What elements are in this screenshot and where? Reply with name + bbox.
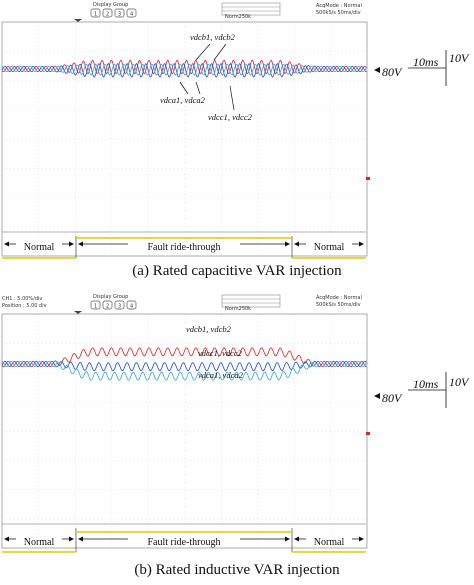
trigger-marker: [74, 19, 82, 22]
voltage-scale-label: 10V: [449, 375, 470, 389]
channel-button-1[interactable]: 1: [94, 12, 97, 18]
ch-scale-label: CH1 : 5.00%/div: [2, 296, 42, 302]
scale-indicator-a: 10ms 10V 80V: [374, 50, 470, 86]
trace-a-3: [1, 63, 367, 76]
display-group-label: Display Group: [93, 2, 128, 8]
sample-rate-label: 500kS/s 50ms/div: [316, 10, 361, 16]
segment-fault-ride-through: Fault ride-through: [147, 242, 220, 253]
time-scale-label: 10ms: [413, 377, 439, 391]
ch-position-label: Position : 5.00 div: [2, 303, 47, 309]
trigger-box: [221, 2, 281, 16]
segment-fault-ride-through: Fault ride-through: [147, 537, 220, 548]
trace-b-3: [1, 360, 367, 381]
scope-grid-a: [2, 22, 367, 255]
level-label: 80V: [382, 65, 403, 79]
scope-frame-b: [1, 313, 368, 549]
acq-mode-label: AcqMode : Normal: [316, 295, 362, 301]
caption-b: (b) Rated inductive VAR injection: [134, 562, 340, 578]
scope-frame-a: [1, 21, 368, 257]
channel-button-4[interactable]: 4: [130, 304, 133, 310]
segment-normal-before: Normal: [24, 242, 55, 253]
annotation-vdcc: vdcc1, vdcc2: [208, 112, 253, 122]
channel-button-2[interactable]: 2: [106, 304, 109, 310]
annotation-vdca: vdca1, vdca2: [198, 370, 244, 380]
trigger-marker: [74, 311, 82, 314]
time-scale-label: 10ms: [413, 55, 439, 69]
channel-button-3[interactable]: 3: [118, 304, 121, 310]
scope-panel-b: CH1 : 5.00%/div Position : 5.00 div Disp…: [0, 292, 474, 585]
annotation-vdca: vdca1, vdca2: [160, 95, 206, 105]
channel-marker-a: [366, 177, 370, 180]
scope-header-b: CH1 : 5.00%/div Position : 5.00 div Disp…: [2, 294, 362, 314]
channel-buttons[interactable]: 1 2 3 4: [90, 300, 137, 310]
acq-mode-label: AcqMode : Normal: [316, 3, 362, 9]
scale-indicator-b: 10ms 10V 80V: [374, 372, 470, 408]
channel-button-1[interactable]: 1: [94, 304, 97, 310]
channel-button-4[interactable]: 4: [130, 12, 133, 18]
scope-header-a: Display Group 1 2 3 4 Norm250k AcqMode :…: [74, 2, 362, 22]
channel-button-3[interactable]: 3: [118, 12, 121, 18]
segment-normal-after: Normal: [314, 242, 345, 253]
channel-marker-b: [366, 432, 370, 435]
annotation-vdcb: vdcb1, vdcb2: [186, 324, 232, 334]
annotation-vdcb: vdcb1, vdcb2: [190, 32, 236, 42]
caption-a: (a) Rated capacitive VAR injection: [132, 263, 342, 279]
trace-b-2: [1, 360, 367, 372]
trigger-box: [221, 294, 281, 308]
fault-indicator-b: Normal Fault ride-through Normal: [2, 523, 366, 553]
small-norm-label: Norm250k: [225, 306, 251, 312]
waveform-traces-a: [1, 59, 367, 78]
voltage-scale-label: 10V: [449, 51, 470, 65]
channel-button-2[interactable]: 2: [106, 12, 109, 18]
sample-rate-label: 500kS/s 50ms/div: [316, 302, 361, 308]
scope-grid-b: [2, 314, 367, 547]
channel-buttons[interactable]: 1 2 3 4: [90, 8, 137, 18]
scope-chart-a: Display Group 1 2 3 4 Norm250k AcqMode :…: [1, 2, 470, 259]
level-label: 80V: [382, 391, 403, 405]
waveform-traces-b: [1, 347, 367, 381]
segment-normal-before: Normal: [24, 537, 55, 548]
scope-panel-a: Display Group 1 2 3 4 Norm250k AcqMode :…: [0, 0, 474, 292]
small-norm-label: Norm250k: [225, 14, 251, 20]
display-group-label: Display Group: [93, 294, 128, 300]
trace-a-2: [1, 63, 367, 78]
segment-normal-after: Normal: [314, 537, 345, 548]
scope-chart-b: CH1 : 5.00%/div Position : 5.00 div Disp…: [1, 294, 470, 553]
fault-indicator-a: Normal Fault ride-through Normal: [2, 231, 366, 259]
annotation-vdcc: vdcc1, vdcc2: [198, 348, 243, 358]
